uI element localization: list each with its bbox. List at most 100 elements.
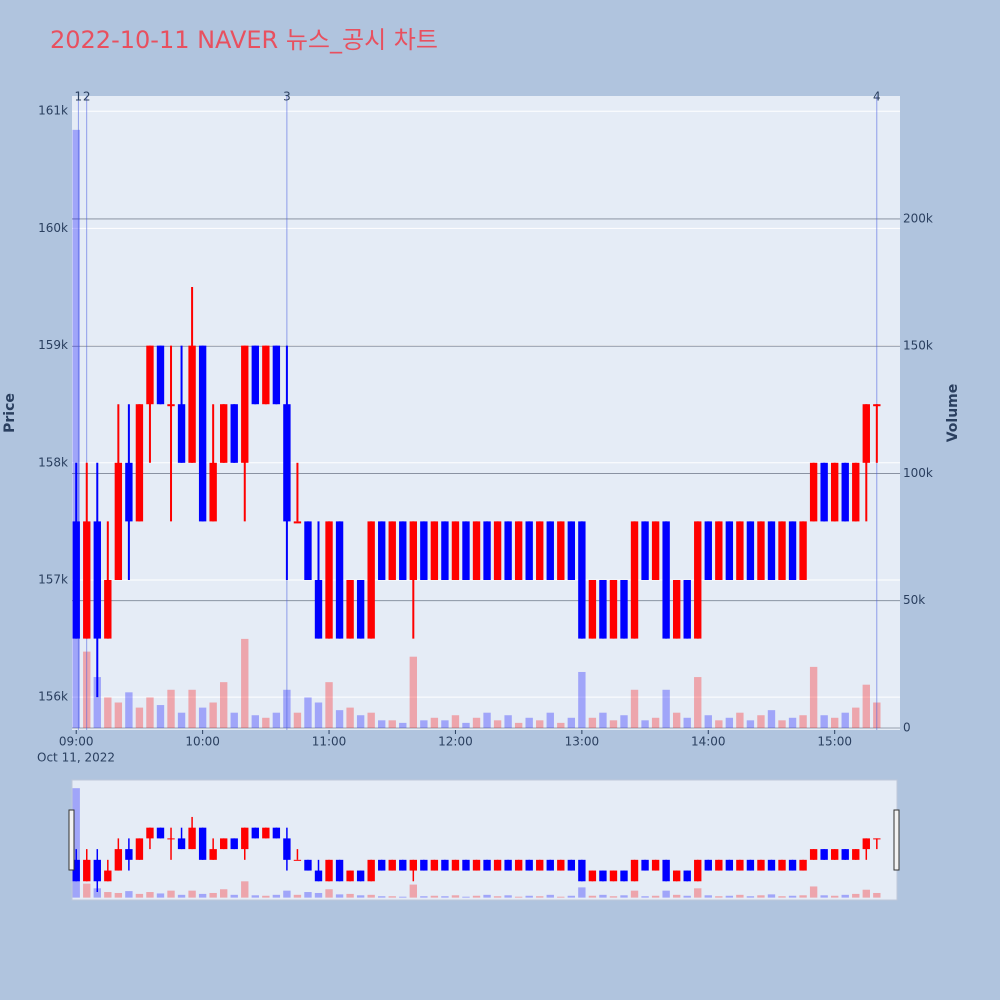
- candle-body: [620, 579, 628, 639]
- mini-volume-bar: [514, 896, 523, 898]
- mini-volume-bar: [841, 894, 849, 898]
- y2-tick-label: 150k: [903, 339, 933, 353]
- volume-bar: [220, 682, 228, 728]
- mini-volume-bar: [704, 895, 712, 898]
- mini-candle-body: [325, 859, 333, 882]
- mini-volume-bar: [304, 892, 312, 898]
- range-handle[interactable]: [893, 809, 900, 871]
- range-slider[interactable]: [71, 779, 898, 901]
- y2-tick-label: 100k: [903, 466, 933, 480]
- mini-volume-bar: [557, 896, 565, 898]
- candle-body: [472, 521, 481, 580]
- mini-volume-bar: [852, 893, 860, 898]
- y-tick-label: 156k: [38, 690, 68, 704]
- volume-bar: [167, 689, 175, 728]
- mini-candle-body: [283, 838, 291, 860]
- candle-body: [525, 521, 533, 580]
- candle-body: [125, 462, 133, 522]
- volume-bar: [778, 720, 786, 728]
- mini-candle-body: [241, 827, 249, 850]
- mini-candle-body: [93, 859, 101, 882]
- volume-bar: [104, 697, 112, 728]
- volume-bar: [356, 715, 365, 728]
- volume-bar: [493, 720, 502, 728]
- candle-body: [72, 521, 80, 639]
- volume-bar: [767, 710, 776, 728]
- mini-volume-bar: [262, 895, 270, 898]
- mini-volume-bar: [293, 894, 302, 898]
- mini-candle-body: [630, 859, 639, 882]
- candle-body: [241, 345, 249, 463]
- volume-bar: [251, 715, 259, 728]
- volume-bar: [536, 720, 544, 728]
- candle-body: [599, 579, 607, 639]
- mini-volume-bar: [314, 892, 323, 898]
- y-tick-label: 158k: [38, 455, 68, 469]
- candle-body: [841, 462, 849, 522]
- mini-candle-body: [862, 838, 870, 850]
- mini-volume-bar: [188, 890, 196, 898]
- mini-candle-body: [852, 849, 860, 860]
- volume-bar: [841, 712, 849, 728]
- mini-candle-body: [251, 827, 259, 839]
- mini-candle-body: [588, 870, 597, 882]
- mini-volume-bar: [399, 896, 407, 898]
- volume-bar: [325, 682, 333, 728]
- mini-volume-bar: [167, 890, 175, 898]
- mini-volume-bar: [493, 896, 502, 898]
- candle-body: [715, 521, 723, 580]
- candle-body: [93, 521, 101, 639]
- mini-volume-bar: [630, 890, 639, 898]
- mini-candle-body: [198, 827, 207, 860]
- mini-candle-body: [462, 859, 470, 871]
- candle-body: [578, 521, 586, 639]
- x-tick-label: 12:00: [438, 735, 473, 749]
- y-tick-label: 160k: [38, 221, 68, 235]
- volume-bar: [388, 720, 396, 728]
- mini-candle-body: [441, 859, 449, 871]
- volume-bar: [651, 717, 660, 728]
- mini-volume-bar: [609, 896, 618, 898]
- mini-candle-body: [188, 827, 196, 850]
- y2-tick-label: 200k: [903, 211, 933, 225]
- mini-volume-bar: [114, 892, 123, 898]
- mini-candle-body: [314, 870, 323, 882]
- mini-candle-body: [778, 859, 786, 871]
- volume-bar: [346, 707, 354, 728]
- candle-body: [304, 521, 312, 580]
- mini-volume-bar: [177, 894, 186, 898]
- mini-volume-bar: [93, 888, 101, 898]
- mini-volume-bar: [388, 896, 396, 898]
- candle-body: [704, 521, 712, 580]
- volume-bar: [146, 697, 154, 728]
- candle-body: [546, 521, 554, 580]
- volume-bar: [483, 712, 491, 728]
- candle-body: [694, 521, 702, 639]
- candle-body: [367, 521, 375, 639]
- volume-bar: [546, 712, 554, 728]
- candle-body: [514, 521, 523, 580]
- volume-bar: [725, 717, 734, 728]
- candle-body: [683, 579, 691, 639]
- mini-candle-body: [641, 859, 649, 871]
- y2-axis-title: Volume: [945, 384, 961, 443]
- y-axis-title: Price: [2, 393, 18, 433]
- mini-volume-bar: [736, 894, 744, 898]
- mini-volume-bar: [725, 895, 734, 898]
- range-handle[interactable]: [68, 809, 75, 871]
- mini-candle-body: [725, 859, 734, 871]
- volume-bar: [620, 715, 628, 728]
- candle-body: [831, 462, 839, 522]
- candle-body: [378, 521, 386, 580]
- volume-bar: [262, 717, 270, 728]
- candle-body: [198, 345, 207, 522]
- mini-volume-bar: [578, 887, 586, 898]
- mini-candle-body: [493, 859, 502, 871]
- mini-volume-bar: [146, 892, 154, 898]
- mini-volume-bar: [831, 895, 839, 898]
- plot-area: [72, 96, 900, 730]
- candle-body: [230, 404, 238, 463]
- mini-candle-body: [483, 859, 491, 871]
- volume-bar: [72, 129, 80, 728]
